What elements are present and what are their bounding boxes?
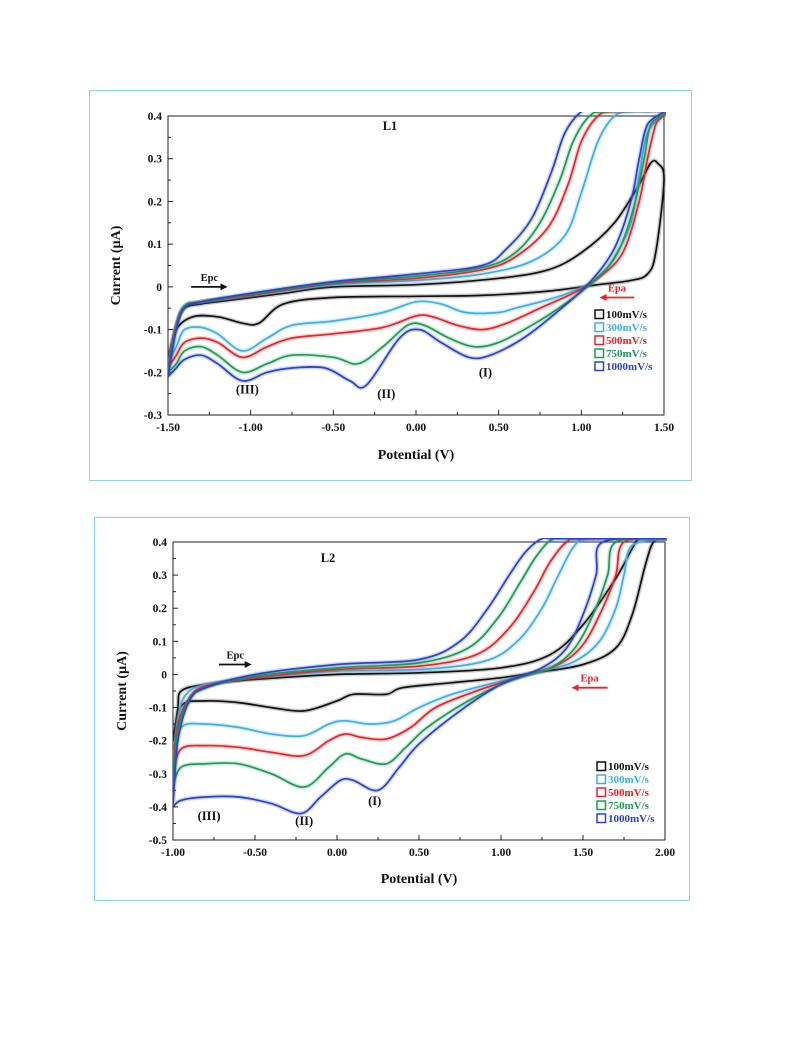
y-tick-label: -0.2 <box>144 367 162 379</box>
x-tick-label: 0.00 <box>406 422 426 434</box>
series-halo-300mV/s <box>168 112 666 365</box>
epa-arrow-head <box>599 294 607 302</box>
legend-swatch <box>596 761 607 772</box>
peak-label: (II) <box>377 387 395 401</box>
epc-label: Epc <box>201 273 219 284</box>
x-tick-label: 1.00 <box>571 422 591 434</box>
legend-entry: 300mV/s <box>606 322 648 334</box>
legend-swatch <box>596 813 607 824</box>
x-tick-label: -1.50 <box>156 422 180 434</box>
series-line-100mV/s <box>168 159 665 360</box>
legend-swatch <box>594 335 605 346</box>
peak-label: (I) <box>368 794 381 808</box>
series-line-500mV/s <box>168 112 666 369</box>
series-line-300mV/s <box>168 112 665 365</box>
legend-swatch <box>596 774 607 785</box>
y-tick-label: -0.1 <box>149 703 167 715</box>
y-tick-label: -0.5 <box>149 835 167 847</box>
x-tick-label: -1.00 <box>161 847 185 859</box>
epc-arrow-head <box>220 283 228 291</box>
y-tick-label: -0.2 <box>149 736 167 748</box>
series-halo-750mV/s <box>168 112 666 375</box>
epc-arrow-head <box>244 661 252 669</box>
chart-1: -0.3 -0.2 -0.1 0 0.1 0.2 0.3 0.4 -1.50 -1.00 -0.50… <box>109 111 674 463</box>
cv-curves <box>173 538 667 816</box>
series-halo-500mV/s <box>173 538 667 775</box>
legend-entry: 750mV/s <box>608 800 650 812</box>
legend-swatch <box>594 309 605 320</box>
epa-label: Epa <box>581 674 600 685</box>
series-halo-100mV/s <box>173 538 667 742</box>
legend-swatch <box>594 322 605 333</box>
legend-entry: 1000mV/s <box>608 813 655 825</box>
x-axis-title: Potential (V) <box>381 872 458 887</box>
x-tick-label: -1.00 <box>239 422 263 434</box>
y-tick-label: 0.1 <box>153 636 168 648</box>
epa-label: Epa <box>608 284 627 295</box>
x-tick-label: 0.00 <box>327 847 347 859</box>
series-line-500mV/s <box>173 538 667 775</box>
legend-swatch <box>596 800 607 811</box>
series-line-750mV/s <box>173 538 667 788</box>
x-tick-label: 1.00 <box>491 847 511 859</box>
x-tick-label: 0.50 <box>489 422 509 434</box>
x-tick-label: 1.50 <box>573 847 593 859</box>
y-tick-label: -0.4 <box>149 802 167 814</box>
y-axis-title: Current (µA) <box>115 651 130 731</box>
legend-entry: 750mV/s <box>606 348 648 360</box>
series-line-100mV/s <box>173 538 667 741</box>
chart-2: -0.5 -0.4 -0.3 -0.2 -0.1 0 0.1 0.2 0.3 0.4 -1.00 -0… <box>115 537 675 887</box>
peak-label: (II) <box>295 814 313 828</box>
y-tick-label: -0.1 <box>144 325 162 337</box>
y-tick-label: 0 <box>161 669 167 681</box>
x-tick-label: 2.00 <box>655 847 675 859</box>
peak-label: (III) <box>236 383 259 397</box>
legend-swatch <box>594 348 605 359</box>
legend-swatch <box>596 787 607 798</box>
x-tick-label: -0.50 <box>321 422 345 434</box>
y-tick-label: -0.3 <box>144 410 162 422</box>
y-tick-label: 0.1 <box>148 239 163 251</box>
legend-entry: 1000mV/s <box>606 361 653 373</box>
epa-arrow-head <box>571 684 579 692</box>
y-tick-label: -0.3 <box>149 769 167 781</box>
series-line-1000mV/s <box>173 538 667 815</box>
y-tick-label: 0 <box>156 282 162 294</box>
chart-panel-l2 <box>94 517 690 901</box>
series-line-750mV/s <box>168 112 666 374</box>
legend-entry: 300mV/s <box>608 774 650 786</box>
legend-entry: 500mV/s <box>606 335 648 347</box>
legend-entry: 100mV/s <box>608 761 650 773</box>
y-tick-label: 0.3 <box>153 570 168 582</box>
y-axis-title: Current (µA) <box>109 225 124 305</box>
x-tick-label: 1.50 <box>654 422 674 434</box>
panel-label: L2 <box>321 551 336 565</box>
x-axis-title: Potential (V) <box>378 448 455 463</box>
peak-label: (III) <box>198 809 221 823</box>
peak-label: (I) <box>479 366 492 380</box>
series-line-300mV/s <box>173 538 667 761</box>
cv-curves <box>168 112 666 391</box>
legend-entry: 100mV/s <box>606 309 648 321</box>
legend-entry: 500mV/s <box>608 787 650 799</box>
y-tick-label: 0.4 <box>148 111 163 123</box>
series-line-1000mV/s <box>168 112 665 389</box>
y-tick-label: 0.3 <box>148 154 163 166</box>
y-tick-label: 0.4 <box>153 537 168 549</box>
x-tick-label: 0.50 <box>409 847 429 859</box>
epc-label: Epc <box>227 651 245 662</box>
y-tick-label: 0.2 <box>148 196 163 208</box>
panel-label: L1 <box>383 119 398 133</box>
y-tick-label: 0.2 <box>153 603 168 615</box>
legend-swatch <box>594 361 605 372</box>
x-tick-label: -0.50 <box>243 847 267 859</box>
